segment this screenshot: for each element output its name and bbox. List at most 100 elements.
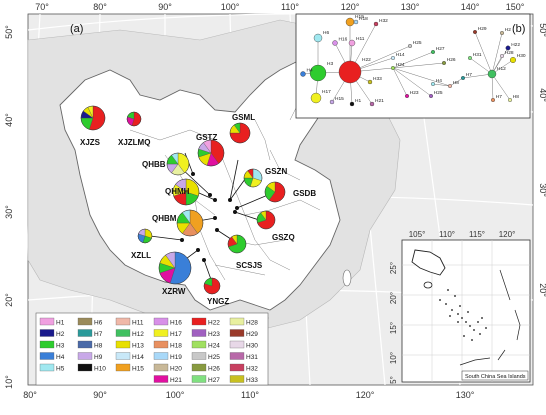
network-node-h8 (487, 69, 497, 79)
network-node-h27 (468, 56, 473, 61)
network-node-label: H16 (339, 37, 348, 43)
legend-label-h13: H13 (132, 343, 144, 350)
network-node-label: H8 (453, 80, 459, 86)
network-node-label: H31 (473, 52, 482, 58)
network-node-label: H33 (373, 76, 382, 82)
network-node-h31 (369, 101, 375, 107)
legend-label-h11: H11 (132, 320, 144, 327)
network-node-label: H11 (356, 36, 365, 42)
legend-swatch-h22 (191, 317, 207, 326)
inset-caption-box (461, 370, 529, 381)
inset-island-dot (451, 309, 453, 311)
network-node-h18 (491, 97, 496, 102)
pie-outline (256, 210, 276, 230)
network-node-h20 (500, 31, 505, 36)
network-node-h6 (313, 33, 323, 43)
legend-swatch-h21 (153, 375, 169, 383)
pie-qhbm (176, 209, 204, 237)
site-label-gsdb: GSDB (293, 189, 316, 198)
network-node-h7 (461, 75, 466, 80)
pie-qhmh (172, 178, 200, 206)
inset-left-tick: 20° (389, 292, 398, 304)
legend-label-h21: H21 (170, 377, 182, 384)
legend-label-h27: H27 (208, 377, 220, 384)
network-node-h12 (431, 50, 436, 55)
bottom-tick-label: 130° (456, 390, 475, 400)
network-edge (392, 67, 408, 97)
legend-swatch-h12 (115, 329, 131, 337)
network-node-h9 (329, 99, 335, 105)
network-node-label: H22 (362, 57, 371, 63)
pie-outline (203, 277, 221, 295)
inset-island-dot (465, 321, 467, 323)
inset-top-tick: 110° (439, 230, 455, 239)
inset-island-dot (459, 305, 461, 307)
legend-swatch-h33 (229, 375, 245, 383)
network-edge (491, 32, 503, 75)
legend-label-h5: H5 (56, 366, 65, 373)
legend-swatch-h24 (191, 340, 207, 349)
legend-swatch-h2 (39, 329, 55, 337)
pie-outline (158, 251, 192, 285)
site-label-gstz: GSTZ (196, 133, 217, 142)
pie-gsdb (264, 181, 286, 203)
network-edge (392, 62, 445, 69)
bottom-longitude-ticks: 80° 90° 100° 110° 120° 130° (23, 390, 475, 400)
legend-swatch-h15 (115, 363, 131, 372)
network-node-label: H32 (379, 18, 388, 24)
network-node-label: H3 (327, 61, 333, 67)
legend-swatch-h6 (77, 317, 93, 326)
bottom-tick-label: 80° (23, 390, 37, 400)
legend-swatch-h11 (115, 317, 131, 326)
top-tick-label: 70° (35, 2, 49, 12)
network-node-label: H8 (513, 94, 519, 100)
inset-island-dot (485, 327, 487, 329)
inset-top-tick: 120° (499, 230, 516, 239)
bottom-tick-label: 90° (93, 390, 107, 400)
network-node-h30 (500, 54, 505, 59)
legend-swatch-h10 (77, 363, 93, 372)
legend-label-h32: H32 (246, 366, 258, 373)
network-edge (392, 67, 432, 97)
legend-label-h30: H30 (246, 343, 258, 350)
legend-swatch-h27 (191, 375, 207, 383)
legend-label-h33: H33 (246, 377, 258, 384)
bottom-tick-label: 100° (166, 390, 185, 400)
network-node-label: H25 (434, 90, 443, 96)
inset-caption: South China Sea Islands (465, 374, 526, 380)
network-node-label: H2 (505, 27, 511, 33)
pie-scsjs (227, 234, 247, 254)
inset-left-tick: 5° (389, 376, 398, 384)
legend-swatch-h28 (229, 317, 245, 326)
pie-xzll (137, 228, 153, 244)
network-node-label: H7 (466, 72, 472, 78)
pie-outline (166, 152, 190, 176)
right-tick-label: 40° (538, 88, 546, 102)
pie-gszq (256, 210, 276, 230)
pie-qhbb (166, 152, 190, 176)
legend-swatch-h18 (153, 340, 169, 349)
network-node-label: H17 (322, 89, 331, 95)
inset-top-tick: 115° (469, 230, 485, 239)
inset-mainland-coast (411, 249, 446, 276)
network-node-h3 (309, 64, 327, 82)
site-label-xzll: XZLL (131, 251, 151, 260)
panel-b-label: (b) (512, 23, 525, 35)
site-label-gszq: GSZQ (272, 233, 295, 242)
top-tick-label: 90° (158, 2, 172, 12)
network-edge (449, 77, 464, 87)
inset-hainan (423, 281, 433, 289)
left-tick-label: 20° (4, 293, 14, 307)
inset-left-tick: 25° (389, 262, 398, 274)
bottom-tick-label: 120° (356, 390, 375, 400)
inset-left-tick: 10° (389, 352, 398, 364)
site-label-scsjs: SCSJS (236, 261, 263, 270)
site-labels: XJZS XJZLMQ GSML GSTZ QHBB QHMH GSZN GSD… (80, 113, 316, 306)
network-edge (491, 73, 511, 101)
legend-label-h4: H4 (56, 354, 65, 361)
legend-swatch-h19 (153, 352, 169, 360)
legend-label-h22: H22 (208, 320, 220, 327)
network-node-h5 (431, 81, 436, 86)
pie-outline (126, 111, 142, 127)
network-node-h2 (505, 45, 511, 51)
